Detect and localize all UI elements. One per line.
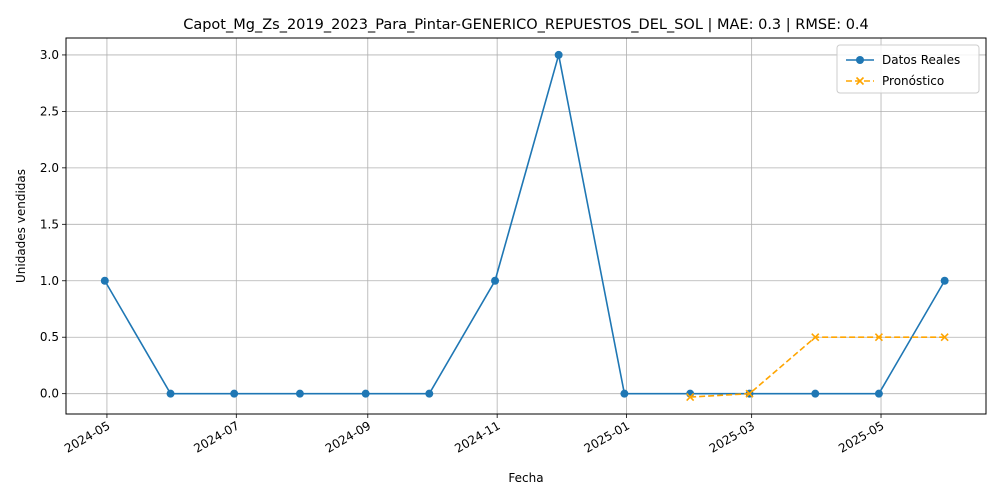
plot-area-frame: [65, 37, 987, 415]
data-point: [295, 389, 304, 398]
x-tick-label: 2025-03: [707, 418, 757, 455]
y-tick-label: 2.5: [40, 104, 59, 118]
data-point: [686, 392, 695, 402]
y-tick-label: 0.0: [40, 387, 59, 401]
x-axis: 2024-05 2024-07 2024-09 2024-11 2025-01 2025-…: [62, 414, 887, 456]
data-point: [940, 333, 949, 342]
data-point: [620, 389, 629, 398]
y-tick-label: 1.5: [40, 217, 59, 231]
data-point: [811, 389, 820, 398]
y-axis-label: Unidades vendidas: [14, 169, 28, 283]
grid-lines: [66, 38, 986, 414]
data-point: [361, 389, 370, 398]
x-marker-stroke: [874, 333, 883, 342]
x-tick-label: 2024-09: [323, 418, 373, 455]
x-tick-label: 2024-11: [452, 418, 502, 455]
x-marker-stroke: [686, 392, 695, 402]
data-point: [811, 333, 820, 342]
y-tick-label: 2.0: [40, 161, 59, 175]
chart-title: Capot_Mg_Zs_2019_2023_Para_Pintar-GENERI…: [183, 17, 869, 33]
legend-entry-label: Pronóstico: [882, 74, 944, 88]
series-line: [104, 54, 946, 395]
data-point: [491, 276, 500, 285]
x-tick-label: 2024-07: [191, 418, 241, 455]
y-axis: 0.0 0.5 1.0 1.5 2.0 2.5 3.0: [40, 48, 66, 401]
series-layer: [100, 50, 949, 402]
x-marker-stroke: [811, 333, 820, 342]
legend-swatch-marker: [856, 56, 864, 64]
y-tick-label: 3.0: [40, 48, 59, 62]
x-tick-label: 2024-05: [62, 418, 112, 455]
data-point: [100, 276, 109, 285]
data-point: [745, 389, 754, 398]
data-point: [874, 333, 883, 342]
y-tick-label: 0.5: [40, 330, 59, 344]
data-point: [874, 389, 883, 398]
legend-swatch-marker: [855, 76, 865, 86]
data-point: [166, 389, 175, 398]
series-pronostico: [686, 333, 949, 402]
x-axis-label: Fecha: [508, 471, 543, 485]
legend-entry-label: Datos Reales: [882, 53, 960, 67]
x-marker-stroke: [940, 333, 949, 342]
legend: Datos Reales Pronóstico: [836, 44, 980, 94]
data-point: [554, 50, 563, 59]
series-datos-reales: [100, 50, 949, 398]
y-tick-label: 1.0: [40, 274, 59, 288]
x-marker-stroke: [745, 389, 754, 398]
x-marker-stroke: [855, 76, 865, 86]
data-point: [940, 276, 949, 285]
data-point: [425, 389, 434, 398]
legend-box: [836, 44, 980, 94]
data-point: [230, 389, 239, 398]
x-tick-label: 2025-01: [582, 418, 632, 455]
x-tick-label: 2025-05: [836, 418, 886, 455]
